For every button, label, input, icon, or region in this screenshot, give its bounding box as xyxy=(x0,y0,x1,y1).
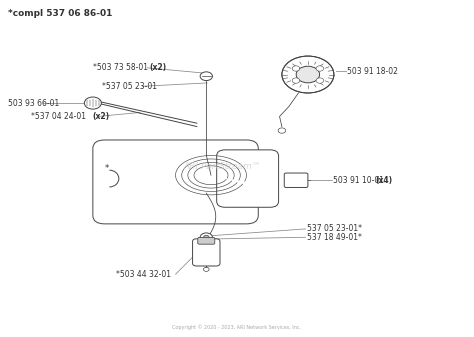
Text: 503 91 18-02: 503 91 18-02 xyxy=(347,67,398,76)
Text: *503 44 32-01: *503 44 32-01 xyxy=(117,270,172,279)
FancyBboxPatch shape xyxy=(93,140,258,224)
FancyBboxPatch shape xyxy=(198,238,215,244)
Circle shape xyxy=(292,66,300,71)
Text: *537 05 23-01: *537 05 23-01 xyxy=(102,82,157,91)
Circle shape xyxy=(278,128,286,133)
Circle shape xyxy=(282,56,334,93)
FancyBboxPatch shape xyxy=(217,150,279,207)
FancyBboxPatch shape xyxy=(284,173,308,187)
Text: 537 18 49-01*: 537 18 49-01* xyxy=(307,233,362,242)
Text: (x4): (x4) xyxy=(375,176,392,185)
FancyBboxPatch shape xyxy=(192,239,220,266)
Text: *537 04 24-01: *537 04 24-01 xyxy=(31,112,89,121)
Text: 503 91 10-01: 503 91 10-01 xyxy=(333,176,386,185)
Text: 537 05 23-01*: 537 05 23-01* xyxy=(307,224,362,234)
Text: 503 93 66-01: 503 93 66-01 xyxy=(8,98,59,108)
Text: ARI PartStream™: ARI PartStream™ xyxy=(184,162,262,171)
Circle shape xyxy=(203,267,209,271)
Circle shape xyxy=(200,72,212,81)
Text: Copyright © 2020 - 2023, ARI Network Services, Inc.: Copyright © 2020 - 2023, ARI Network Ser… xyxy=(173,325,301,330)
Circle shape xyxy=(200,233,212,242)
Text: (x2): (x2) xyxy=(150,63,167,72)
Circle shape xyxy=(203,235,209,239)
Circle shape xyxy=(316,78,324,83)
Text: *503 73 58-01: *503 73 58-01 xyxy=(93,63,150,72)
Text: *: * xyxy=(105,164,109,173)
Circle shape xyxy=(316,66,324,71)
Text: (x2): (x2) xyxy=(92,112,109,121)
Text: *compl 537 06 86-01: *compl 537 06 86-01 xyxy=(8,9,112,18)
Circle shape xyxy=(292,78,300,83)
Circle shape xyxy=(84,97,101,109)
Circle shape xyxy=(296,66,319,83)
